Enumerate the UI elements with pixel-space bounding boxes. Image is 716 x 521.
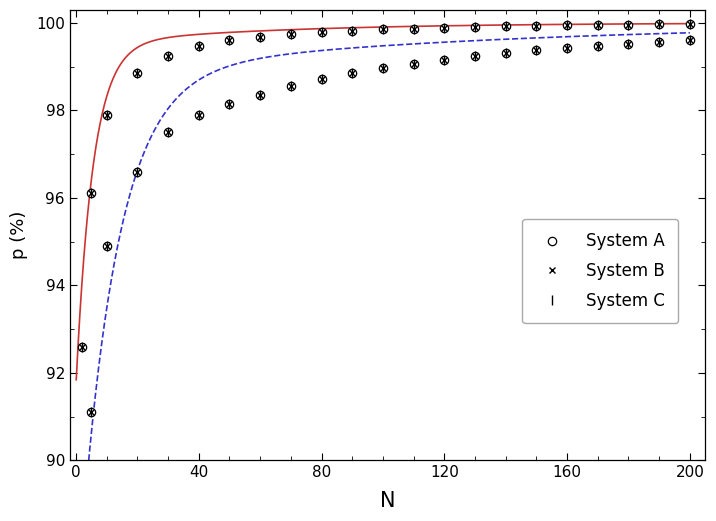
X-axis label: N: N [379,491,395,511]
Y-axis label: p (%): p (%) [10,211,28,259]
Legend: System A, System B, System C: System A, System B, System C [522,219,678,323]
